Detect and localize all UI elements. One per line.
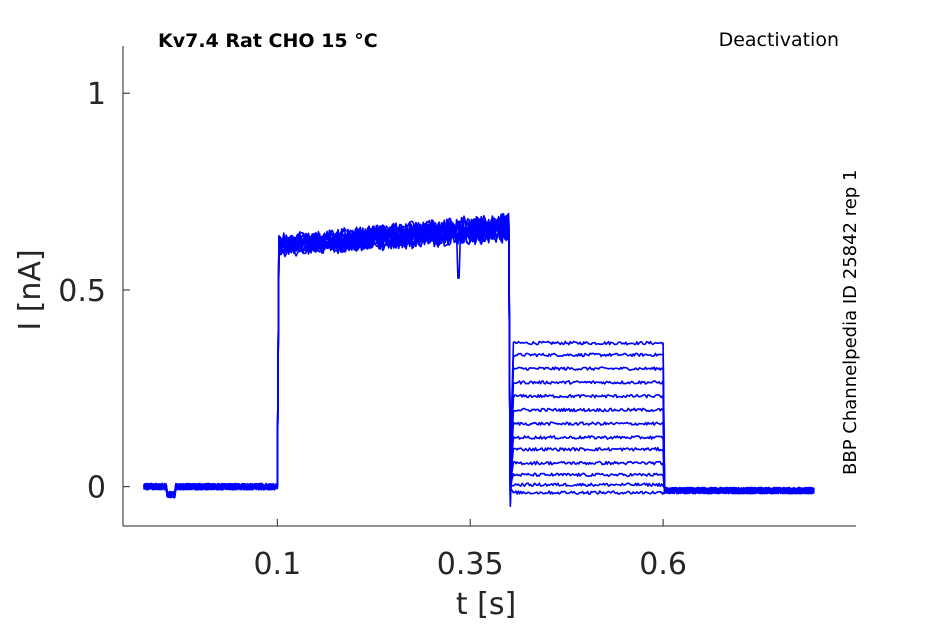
current-trace	[143, 221, 815, 501]
x-tick-label: 0.1	[253, 547, 301, 582]
current-trace	[143, 219, 815, 498]
x-tick-label: 0.35	[437, 547, 504, 582]
y-tick-label: 0	[87, 471, 106, 506]
x-axis-ticks: 0.1 0.35 0.6	[253, 519, 687, 582]
current-trace	[143, 213, 815, 499]
current-trace	[143, 215, 815, 499]
current-trace	[143, 225, 815, 506]
plot-area: 0.1 0.35 0.6 00.51	[58, 46, 856, 582]
current-trace	[143, 225, 815, 508]
protocol-label: Deactivation	[719, 29, 839, 51]
y-axis-ticks: 00.51	[58, 77, 130, 506]
x-tick-label: 0.6	[639, 547, 687, 582]
current-traces	[143, 212, 815, 508]
current-trace	[143, 212, 815, 498]
chart-title: Kv7.4 Rat CHO 15 °C	[158, 30, 378, 52]
current-trace	[143, 221, 815, 500]
current-trace	[143, 224, 815, 504]
current-trace	[143, 222, 815, 503]
y-tick-label: 0.5	[58, 274, 106, 309]
y-tick-label: 1	[87, 77, 106, 112]
current-trace	[143, 215, 815, 499]
side-note: BBP Channelpedia ID 25842 rep 1	[840, 170, 861, 475]
current-trace	[143, 217, 815, 498]
y-axis-label: I [nA]	[13, 249, 48, 330]
current-trace	[143, 218, 815, 499]
x-axis-label: t [s]	[456, 587, 516, 622]
